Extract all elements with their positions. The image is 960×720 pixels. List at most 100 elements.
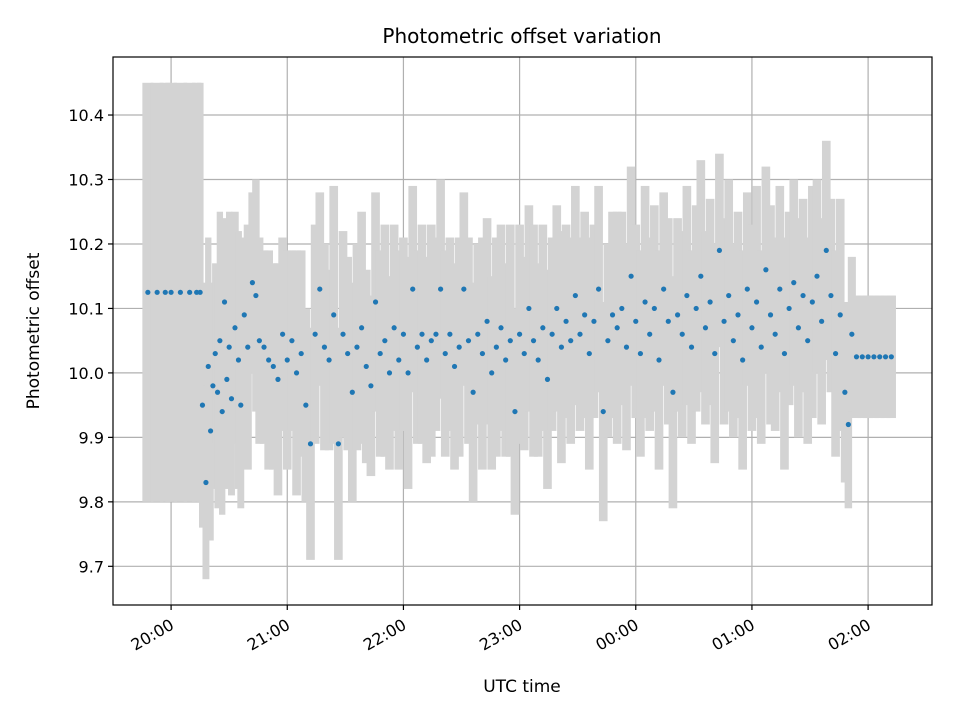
data-point bbox=[609, 312, 616, 318]
y-tick-label: 10.3 bbox=[68, 170, 104, 189]
data-point bbox=[484, 318, 490, 324]
data-point bbox=[786, 305, 792, 312]
data-point bbox=[623, 344, 630, 350]
data-point bbox=[438, 286, 444, 292]
data-point bbox=[245, 344, 251, 350]
data-point bbox=[888, 354, 894, 360]
data-point bbox=[210, 383, 216, 389]
data-point bbox=[219, 408, 225, 415]
y-axis-label: Photometric offset bbox=[24, 252, 44, 409]
data-point bbox=[475, 331, 481, 337]
data-point bbox=[238, 402, 244, 408]
data-point bbox=[865, 354, 871, 360]
data-point bbox=[767, 312, 774, 318]
data-point bbox=[712, 350, 718, 357]
data-point bbox=[763, 267, 769, 273]
data-point bbox=[614, 325, 620, 331]
data-point bbox=[544, 376, 551, 382]
data-point bbox=[777, 286, 783, 292]
y-axis-ticks: 9.7 9.8 9.9 10.0 10.1 10.2 10.3 10.4 bbox=[68, 106, 113, 576]
data-point bbox=[670, 389, 676, 395]
data-points bbox=[145, 247, 894, 486]
data-point bbox=[410, 286, 416, 292]
data-point bbox=[809, 299, 815, 305]
data-point bbox=[823, 247, 829, 254]
data-point bbox=[805, 338, 811, 344]
data-point bbox=[837, 312, 843, 318]
data-point bbox=[419, 331, 425, 337]
data-point bbox=[845, 421, 851, 428]
data-point bbox=[451, 363, 458, 370]
data-point bbox=[270, 363, 276, 370]
data-point bbox=[428, 338, 434, 344]
data-point bbox=[235, 357, 242, 363]
data-point bbox=[661, 286, 667, 292]
data-point bbox=[400, 331, 407, 337]
data-point bbox=[521, 350, 527, 357]
data-point bbox=[470, 389, 476, 395]
data-point bbox=[707, 299, 713, 305]
data-point bbox=[582, 312, 588, 318]
data-point bbox=[516, 331, 523, 337]
data-point bbox=[321, 344, 328, 350]
data-point bbox=[489, 370, 495, 376]
data-point bbox=[730, 338, 736, 344]
data-point bbox=[197, 289, 203, 295]
data-point bbox=[284, 357, 290, 363]
data-point bbox=[217, 338, 223, 344]
data-point bbox=[298, 350, 304, 357]
data-point bbox=[372, 299, 379, 305]
data-point bbox=[461, 286, 467, 292]
data-point bbox=[249, 280, 256, 286]
data-point bbox=[447, 331, 453, 337]
data-point bbox=[405, 370, 411, 376]
data-point bbox=[331, 312, 337, 318]
data-point bbox=[656, 357, 662, 363]
data-point bbox=[359, 325, 365, 331]
x-axis-label: UTC time bbox=[483, 677, 561, 697]
data-point bbox=[289, 338, 295, 344]
data-point bbox=[716, 247, 723, 254]
data-point bbox=[382, 338, 388, 344]
data-point bbox=[871, 354, 877, 360]
data-point bbox=[740, 357, 746, 363]
data-point bbox=[628, 273, 634, 279]
data-point bbox=[698, 273, 704, 279]
data-point bbox=[877, 354, 883, 360]
data-point bbox=[665, 318, 671, 324]
data-point bbox=[312, 331, 318, 337]
data-point bbox=[386, 370, 393, 376]
y-tick-label: 9.9 bbox=[79, 428, 104, 447]
data-point bbox=[205, 363, 211, 370]
data-point bbox=[637, 350, 644, 357]
data-point bbox=[503, 357, 509, 363]
data-point bbox=[882, 354, 889, 360]
data-point bbox=[814, 273, 820, 279]
data-point bbox=[199, 402, 206, 408]
data-point bbox=[540, 325, 546, 331]
data-point bbox=[207, 428, 214, 434]
data-point bbox=[512, 408, 518, 415]
data-point bbox=[256, 338, 262, 344]
data-point bbox=[744, 286, 750, 292]
y-tick-label: 10.1 bbox=[68, 299, 104, 318]
data-point bbox=[493, 344, 499, 350]
plot-frame bbox=[112, 56, 933, 606]
data-point bbox=[275, 376, 281, 382]
data-point bbox=[726, 292, 732, 299]
data-point bbox=[221, 299, 228, 305]
y-tick-label: 9.8 bbox=[79, 493, 104, 512]
data-point bbox=[293, 370, 300, 376]
data-point bbox=[335, 441, 341, 447]
data-point bbox=[479, 350, 486, 357]
data-point bbox=[391, 325, 397, 331]
data-point bbox=[651, 305, 657, 312]
data-point bbox=[849, 331, 855, 337]
data-point bbox=[224, 376, 230, 382]
data-point bbox=[214, 389, 221, 395]
data-point bbox=[853, 354, 860, 360]
data-point bbox=[568, 338, 574, 344]
data-point bbox=[261, 344, 267, 350]
data-point bbox=[433, 331, 439, 337]
